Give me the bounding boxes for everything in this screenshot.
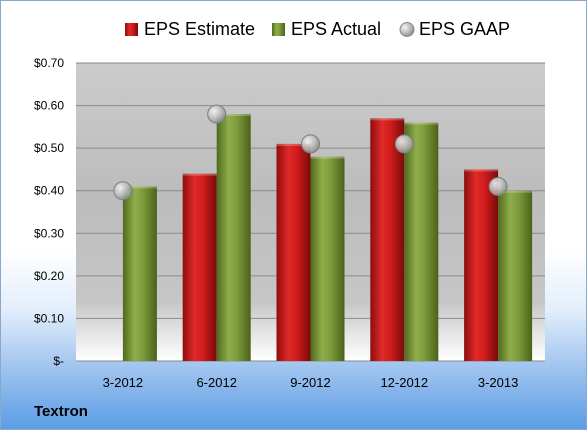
y-tick-label: $0.20: [34, 269, 64, 283]
bar-highlight: [464, 169, 499, 172]
y-tick-label: $0.70: [34, 56, 64, 70]
x-tick-label: 9-2012: [290, 375, 330, 390]
legend-label: EPS GAAP: [419, 19, 510, 39]
y-tick-label: $0.10: [34, 311, 64, 325]
bar-eps-actual: [404, 122, 439, 361]
bar-highlight: [404, 122, 439, 125]
bar-highlight: [370, 118, 405, 121]
legend-swatch: [125, 23, 138, 36]
bar-highlight: [498, 190, 533, 193]
y-axis: $- $0.10 $0.20 $0.30 $0.40 $0.50 $0.60 $0.70: [34, 56, 64, 368]
bar-eps-estimate: [464, 169, 499, 361]
bars: [122, 114, 533, 361]
bar-highlight: [122, 186, 157, 189]
bar-eps-estimate: [276, 143, 311, 361]
bar-eps-actual: [122, 186, 157, 361]
legend-label: EPS Estimate: [144, 19, 255, 39]
x-tick-label: 6-2012: [196, 375, 236, 390]
y-tick-label: $-: [53, 354, 64, 368]
bar-highlight: [182, 173, 217, 176]
company-name: Textron: [34, 403, 88, 420]
x-tick-label: 3-2012: [103, 375, 143, 390]
eps-gaap-marker: [394, 134, 414, 154]
bar-eps-actual: [216, 114, 251, 361]
legend-swatch: [272, 23, 285, 36]
eps-gaap-marker: [301, 134, 320, 154]
y-tick-label: $0.50: [34, 141, 64, 155]
legend-label: EPS Actual: [291, 19, 381, 39]
bar-highlight: [216, 114, 251, 117]
x-tick-label: 3-2013: [478, 375, 518, 390]
bar-eps-estimate: [370, 118, 405, 361]
x-tick-label: 12-2012: [380, 375, 428, 390]
bar-highlight: [276, 143, 311, 146]
y-tick-label: $0.60: [34, 99, 64, 113]
eps-gaap-marker: [207, 104, 227, 124]
eps-gaap-marker: [488, 176, 508, 196]
bar-eps-actual: [498, 190, 533, 361]
legend-swatch: [399, 22, 415, 37]
eps-gaap-marker: [113, 181, 133, 201]
y-tick-label: $0.40: [34, 184, 64, 198]
gaap-markers: [113, 104, 508, 201]
bar-eps-estimate: [182, 173, 217, 361]
bar-highlight: [310, 156, 345, 159]
y-tick-label: $0.30: [34, 226, 64, 240]
bar-eps-actual: [310, 156, 345, 361]
legend: EPS Estimate EPS Actual EPS GAAP: [125, 19, 510, 39]
x-axis: 3-2012 6-2012 9-2012 12-2012 3-2013: [103, 375, 519, 390]
